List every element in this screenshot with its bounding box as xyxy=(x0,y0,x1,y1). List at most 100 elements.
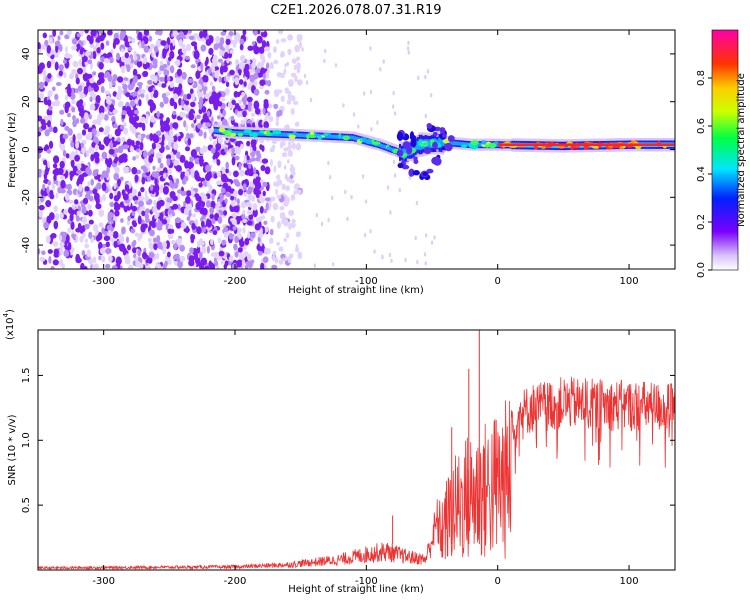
colorbar-tick-label: 0.2 xyxy=(696,214,707,230)
ridge-blob xyxy=(338,133,342,139)
noise-speckle xyxy=(373,249,376,254)
noise-speckle xyxy=(74,88,79,94)
ridge-blob xyxy=(229,133,236,137)
noise-speckle xyxy=(220,166,226,173)
noise-speckle xyxy=(76,100,83,109)
turbulence-blob xyxy=(413,156,418,161)
snr-x-label: Height of straight line (km) xyxy=(288,584,424,595)
noise-speckle xyxy=(110,219,114,224)
noise-speckle xyxy=(91,128,97,137)
noise-speckle xyxy=(43,159,48,166)
ridge-inner xyxy=(247,131,252,136)
noise-speckle xyxy=(161,93,167,99)
noise-speckle xyxy=(275,188,279,196)
noise-speckle xyxy=(267,80,272,87)
noise-speckle xyxy=(54,93,59,101)
noise-speckle xyxy=(177,203,181,211)
ridge-blob xyxy=(237,133,244,137)
noise-speckle xyxy=(38,173,42,178)
noise-speckle xyxy=(195,202,202,211)
noise-speckle xyxy=(381,254,384,259)
noise-speckle xyxy=(298,41,303,49)
noise-speckle xyxy=(148,241,152,249)
noise-speckle xyxy=(167,168,173,175)
noise-speckle xyxy=(246,140,251,147)
noise-speckle xyxy=(99,247,106,255)
noise-speckle xyxy=(263,208,268,214)
noise-speckle xyxy=(72,134,76,143)
noise-speckle xyxy=(230,195,235,201)
noise-speckle xyxy=(132,239,137,246)
noise-speckle xyxy=(83,86,89,95)
noise-speckle xyxy=(113,37,120,45)
ridge-inner xyxy=(298,133,303,138)
noise-speckle xyxy=(270,215,275,223)
noise-speckle xyxy=(47,249,53,254)
noise-speckle xyxy=(47,99,52,107)
noise-speckle xyxy=(229,255,234,260)
noise-speckle xyxy=(261,145,265,152)
noise-speckle xyxy=(217,92,222,98)
noise-speckle xyxy=(71,69,77,75)
noise-speckle xyxy=(98,222,104,228)
noise-speckle xyxy=(224,44,230,51)
noise-speckle xyxy=(120,136,126,142)
noise-speckle xyxy=(186,43,192,52)
noise-speckle xyxy=(212,57,217,64)
noise-speckle xyxy=(208,128,214,134)
noise-speckle xyxy=(215,143,222,151)
turbulence-blob xyxy=(402,141,411,149)
noise-speckle xyxy=(85,167,91,175)
noise-speckle xyxy=(238,188,244,196)
noise-speckle xyxy=(239,240,245,248)
noise-speckle xyxy=(42,69,47,77)
noise-speckle xyxy=(245,201,252,208)
noise-speckle xyxy=(169,50,175,60)
ridge-inner xyxy=(383,144,388,149)
noise-speckle xyxy=(208,67,212,75)
noise-speckle xyxy=(131,220,137,226)
snr-scale-close: ) xyxy=(5,309,16,313)
noise-speckle xyxy=(170,183,175,189)
noise-speckle xyxy=(231,218,237,226)
noise-speckle xyxy=(231,156,236,166)
noise-speckle xyxy=(75,141,80,149)
ridge-inner xyxy=(259,131,263,136)
ridge-inner xyxy=(239,131,244,135)
noise-speckle xyxy=(147,237,152,243)
noise-speckle xyxy=(75,253,81,263)
noise-speckle xyxy=(157,244,163,250)
noise-speckle xyxy=(169,129,174,138)
noise-speckle xyxy=(268,115,274,123)
noise-speckle xyxy=(246,189,252,195)
noise-speckle xyxy=(156,200,162,210)
noise-speckle xyxy=(283,219,288,227)
noise-speckle xyxy=(92,224,99,232)
noise-speckle xyxy=(117,100,124,108)
noise-speckle xyxy=(89,96,93,103)
noise-speckle xyxy=(199,207,206,215)
noise-speckle xyxy=(59,241,65,248)
noise-speckle xyxy=(257,232,264,238)
noise-speckle xyxy=(103,57,110,64)
noise-speckle xyxy=(148,86,153,93)
noise-speckle xyxy=(265,202,269,211)
noise-speckle xyxy=(101,227,105,235)
noise-speckle xyxy=(167,228,173,234)
noise-speckle xyxy=(223,264,228,269)
noise-speckle xyxy=(242,227,246,234)
noise-speckle xyxy=(185,190,192,197)
noise-speckle xyxy=(294,44,301,53)
noise-speckle xyxy=(77,85,83,92)
noise-speckle xyxy=(234,236,239,244)
noise-speckle xyxy=(249,74,254,82)
noise-speckle xyxy=(177,135,182,142)
noise-speckle xyxy=(80,30,84,37)
noise-speckle xyxy=(189,35,195,40)
noise-speckle xyxy=(59,143,65,151)
noise-speckle xyxy=(98,105,105,115)
ridge-blob xyxy=(324,133,329,137)
noise-speckle xyxy=(324,48,327,54)
noise-speckle xyxy=(181,71,187,80)
noise-speckle xyxy=(262,256,269,264)
